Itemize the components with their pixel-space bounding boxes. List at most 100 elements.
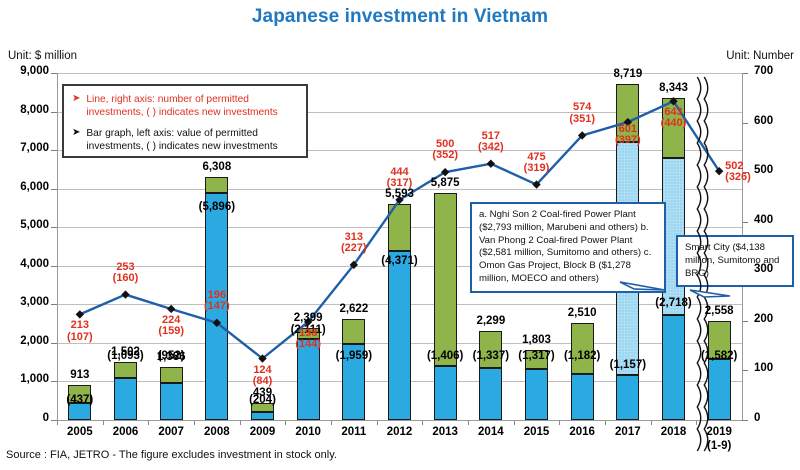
left-axis-tick bbox=[51, 381, 57, 383]
bar-new-label-2008: (5,896) bbox=[198, 200, 236, 213]
bar-new-label-2017: (1,157) bbox=[609, 359, 647, 372]
line-point-label-2018: 643 (440) bbox=[660, 106, 687, 130]
line-point-label-2008: 196 (147) bbox=[203, 288, 230, 313]
left-axis-tick bbox=[51, 342, 57, 344]
right-axis-tick-label: 200 bbox=[754, 312, 774, 325]
bar-total-label-2011: 2,622 bbox=[339, 302, 369, 315]
bar-segment-new bbox=[707, 359, 731, 420]
line-point-label-2009: 124 (84) bbox=[252, 363, 273, 387]
gridline bbox=[57, 73, 742, 74]
left-axis-line bbox=[57, 73, 58, 420]
line-point-label-2013: 500 (352) bbox=[432, 138, 458, 162]
bar-segment-new bbox=[525, 369, 548, 420]
bar-total-label-2019: 2,558 bbox=[704, 305, 734, 318]
bar-2019[interactable] bbox=[707, 321, 731, 420]
x-axis-tick bbox=[513, 420, 515, 425]
bar-2006[interactable] bbox=[114, 362, 137, 420]
bar-new-label-2006: (1,093) bbox=[107, 350, 144, 362]
x-axis-label-2008: 2008 bbox=[204, 426, 230, 438]
bar-new-label-2011: (1,959) bbox=[335, 350, 373, 362]
x-axis-label-2016: 2016 bbox=[569, 426, 595, 438]
bar-new-label-2013: (1,406) bbox=[426, 350, 464, 362]
legend-bar-text: Bar graph, left axis: value of permitted… bbox=[86, 127, 278, 152]
bar-total-label-2017: 8,719 bbox=[613, 67, 643, 80]
bar-total-label-2016: 2,510 bbox=[567, 307, 597, 320]
bar-segment-expansion bbox=[205, 176, 229, 193]
line-point-label-2011: 313 (227) bbox=[340, 230, 367, 255]
left-axis-unit-label: Unit: $ million bbox=[8, 50, 78, 62]
right-axis-tick-label: 500 bbox=[754, 164, 774, 177]
bar-new-label-2015: (1,317) bbox=[518, 350, 555, 362]
right-axis-unit-label: Unit: Number bbox=[726, 50, 794, 62]
x-axis-label-2019: 2019 bbox=[706, 426, 732, 438]
left-axis-tick bbox=[51, 188, 57, 190]
right-axis-tick-label: 700 bbox=[754, 65, 774, 77]
line-point-label-2012: 444 (317) bbox=[386, 165, 413, 190]
right-axis-tick bbox=[742, 320, 748, 322]
left-axis-tick-label: 8,000 bbox=[20, 103, 49, 116]
bar-total-label-2010: 2,399 bbox=[293, 311, 323, 324]
right-axis-tick bbox=[742, 73, 748, 74]
bar-segment-new bbox=[159, 383, 183, 420]
right-axis-tick bbox=[742, 122, 748, 124]
right-axis-tick bbox=[742, 172, 748, 174]
bar-total-label-2012: 5,593 bbox=[385, 188, 414, 201]
bar-total-label-2013: 5,875 bbox=[430, 177, 460, 190]
bar-segment-expansion bbox=[388, 204, 411, 252]
bar-2013[interactable] bbox=[433, 193, 457, 420]
bar-segment-expansion bbox=[570, 323, 594, 375]
x-axis-sublabel-2019: (1-9) bbox=[707, 440, 732, 452]
legend-item-line: ➤ Line, right axis: number of permitted … bbox=[72, 93, 298, 120]
bar-new-label-2018: (2,718) bbox=[655, 297, 692, 310]
x-axis-label-2010: 2010 bbox=[295, 426, 321, 438]
bar-2012[interactable] bbox=[388, 204, 411, 420]
x-axis-tick bbox=[331, 420, 332, 425]
bar-total-label-2015: 1,803 bbox=[522, 334, 551, 347]
left-axis-tick bbox=[51, 420, 57, 421]
bar-2005[interactable] bbox=[68, 384, 92, 420]
left-axis-tick-label: 0 bbox=[42, 412, 49, 424]
bar-segment-expansion bbox=[433, 193, 457, 366]
left-axis-tick-label: 5,000 bbox=[20, 219, 49, 232]
x-axis-tick bbox=[102, 420, 104, 425]
bar-2016[interactable] bbox=[570, 323, 594, 420]
line-point-label-2017: 601 (397) bbox=[614, 123, 641, 147]
legend-line-text: Line, right axis: number of permitted in… bbox=[86, 94, 278, 119]
right-axis-tick-label: 100 bbox=[754, 362, 774, 375]
bar-2009[interactable] bbox=[251, 403, 274, 420]
x-axis-tick bbox=[650, 420, 652, 425]
page-title: Japanese investment in Vietnam bbox=[251, 6, 549, 27]
line-point-label-2014: 517 (342) bbox=[477, 129, 504, 153]
bar-segment-new bbox=[570, 374, 594, 420]
x-axis-label-2015: 2015 bbox=[523, 426, 550, 438]
bar-total-label-2008: 6,308 bbox=[202, 160, 232, 173]
bar-segment-new bbox=[68, 403, 92, 420]
bar-2007[interactable] bbox=[159, 366, 183, 420]
bar-segment-new bbox=[433, 365, 457, 420]
arrow-icon: ➤ bbox=[72, 93, 81, 104]
callout-smart-city: Smart City ($4,138 million, Sumitomo and… bbox=[676, 235, 794, 288]
bar-2014[interactable] bbox=[479, 331, 503, 420]
x-axis-tick bbox=[148, 420, 150, 425]
right-axis-tick-label: 0 bbox=[754, 412, 761, 424]
arrow-icon: ➤ bbox=[72, 126, 81, 138]
line-point-label-2005: 213 (107) bbox=[66, 319, 93, 343]
bar-segment-new bbox=[251, 412, 274, 420]
x-axis-tick bbox=[605, 420, 606, 425]
bar-segment-new bbox=[388, 251, 411, 420]
left-axis-tick-label: 6,000 bbox=[20, 180, 49, 193]
right-axis-tick bbox=[742, 420, 748, 421]
legend-item-bar: ➤ Bar graph, left axis: value of permitt… bbox=[72, 127, 298, 154]
x-axis-tick bbox=[57, 420, 58, 425]
callout-major-projects: a. Nghi Son 2 Coal-fired Power Plant ($2… bbox=[470, 202, 666, 293]
line-point-label-2019: 502 (326) bbox=[725, 160, 751, 184]
x-axis-label-2013: 2013 bbox=[432, 426, 458, 438]
left-axis-tick-label: 2,000 bbox=[20, 334, 49, 347]
x-axis-tick bbox=[559, 420, 561, 425]
right-axis-tick-label: 600 bbox=[754, 114, 774, 127]
bar-segment-expansion bbox=[114, 362, 137, 378]
bar-2011[interactable] bbox=[342, 318, 366, 420]
bar-new-label-2019: (1,582) bbox=[700, 350, 738, 362]
right-axis-tick bbox=[742, 221, 748, 223]
bar-total-label-2006: 1,502 bbox=[111, 346, 140, 359]
